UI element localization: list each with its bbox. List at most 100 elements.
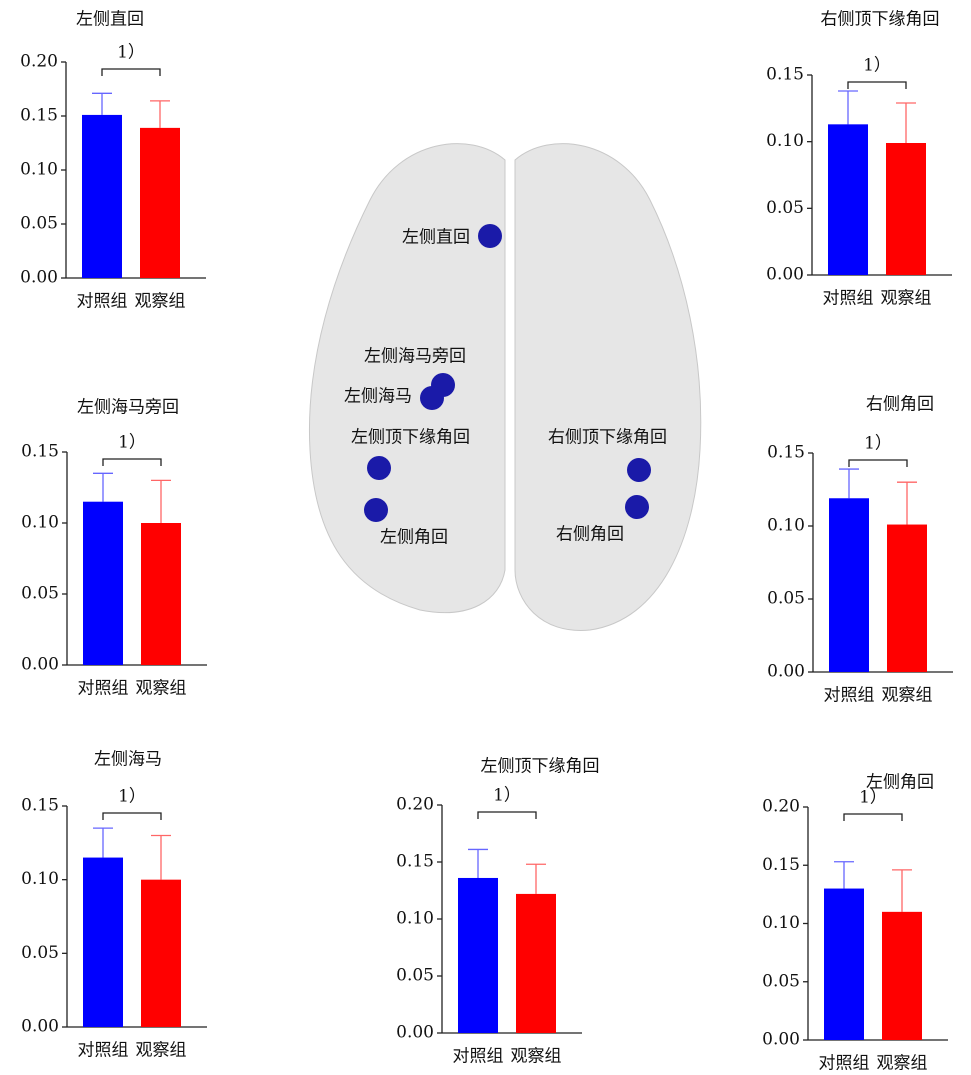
error-bar	[897, 482, 917, 524]
node	[625, 495, 649, 519]
error-bar	[526, 864, 546, 894]
chart-title: 左侧海马旁回	[77, 398, 179, 418]
x-tick-label: 对照组	[78, 679, 129, 699]
annotation: 1）	[863, 56, 891, 76]
x-tick-label: 观察组	[882, 686, 933, 706]
chart-title: 左侧直回	[76, 10, 144, 30]
bar	[516, 894, 556, 1033]
significance-bracket	[102, 69, 160, 76]
y-tick-label: 0.20	[20, 52, 58, 72]
chart-title: 左侧顶下缘角回	[481, 757, 600, 777]
x-tick-label: 观察组	[135, 292, 186, 312]
y-tick-label: 0.15	[767, 443, 805, 463]
node-label: 右侧角回	[556, 525, 624, 545]
annotation: 1）	[859, 788, 887, 808]
y-tick-label: 0.15	[762, 855, 800, 875]
bar	[828, 124, 868, 275]
y-tick-label: 0.10	[21, 513, 59, 533]
node-label: 左侧海马	[344, 387, 412, 407]
y-tick-label: 0.10	[766, 131, 804, 151]
y-tick-label: 0.20	[396, 795, 434, 815]
error-bar	[468, 849, 488, 878]
x-tick-label: 观察组	[881, 289, 932, 309]
y-tick-label: 0.05	[767, 589, 805, 609]
y-tick-label: 0.00	[21, 655, 59, 675]
x-tick-label: 对照组	[78, 1041, 129, 1061]
error-bar	[896, 103, 916, 143]
chart-title: 左侧海马	[94, 750, 162, 770]
significance-bracket	[103, 813, 161, 820]
node	[627, 458, 651, 482]
error-bar	[151, 480, 171, 523]
figure: 左侧直回 左侧海马旁回 左侧海马 左侧顶下缘角回 左侧角回 右侧顶下缘角回 右侧…	[0, 0, 971, 1075]
y-tick-label: 0.10	[20, 160, 58, 180]
error-bar	[93, 473, 113, 501]
x-tick-label: 对照组	[77, 292, 128, 312]
x-tick-label: 观察组	[877, 1054, 928, 1074]
y-tick-label: 0.15	[21, 796, 59, 816]
y-tick-label: 0.10	[396, 909, 434, 929]
y-tick-label: 0.00	[767, 662, 805, 682]
bar	[82, 115, 122, 278]
significance-bracket	[478, 812, 536, 819]
bar	[83, 858, 123, 1027]
significance-bracket	[849, 460, 907, 467]
y-tick-label: 0.05	[766, 198, 804, 218]
y-tick-label: 0.00	[21, 1017, 59, 1037]
x-tick-label: 观察组	[136, 679, 187, 699]
annotation: 1）	[118, 787, 146, 807]
node-label: 左侧直回	[402, 228, 470, 248]
bar	[829, 498, 869, 672]
bar	[887, 525, 927, 672]
y-tick-label: 0.15	[766, 65, 804, 85]
annotation: 1）	[117, 43, 145, 63]
bar	[824, 889, 864, 1040]
bar	[141, 523, 181, 665]
bar	[141, 880, 181, 1027]
error-bar	[151, 835, 171, 879]
y-tick-label: 0.15	[396, 852, 434, 872]
y-tick-label: 0.05	[20, 214, 58, 234]
node-label: 左侧角回	[380, 528, 448, 548]
node	[420, 386, 444, 410]
significance-bracket	[844, 814, 902, 821]
y-tick-label: 0.10	[762, 913, 800, 933]
node	[478, 224, 502, 248]
x-tick-label: 观察组	[511, 1047, 562, 1067]
bar	[83, 502, 123, 665]
y-tick-label: 0.00	[766, 265, 804, 285]
error-bar	[838, 91, 858, 124]
chart-title: 右侧顶下缘角回	[821, 10, 940, 30]
annotation: 1）	[864, 434, 892, 454]
brain: 左侧直回 左侧海马旁回 左侧海马 左侧顶下缘角回 左侧角回 右侧顶下缘角回 右侧…	[309, 144, 700, 631]
error-bar	[839, 469, 859, 498]
right-hemisphere	[515, 144, 701, 631]
y-tick-label: 0.10	[767, 516, 805, 536]
node	[367, 456, 391, 480]
x-tick-label: 对照组	[819, 1054, 870, 1074]
x-tick-label: 观察组	[136, 1041, 187, 1061]
significance-bracket	[848, 82, 906, 89]
x-tick-label: 对照组	[823, 289, 874, 309]
x-tick-label: 对照组	[453, 1047, 504, 1067]
significance-bracket	[103, 459, 161, 466]
y-tick-label: 0.05	[21, 943, 59, 963]
y-tick-label: 0.00	[20, 268, 58, 288]
error-bar	[150, 101, 170, 128]
error-bar	[92, 93, 112, 115]
bar	[458, 878, 498, 1033]
bar	[886, 143, 926, 275]
y-tick-label: 0.05	[396, 966, 434, 986]
error-bar	[892, 870, 912, 912]
error-bar	[93, 828, 113, 857]
x-tick-label: 对照组	[824, 686, 875, 706]
y-tick-label: 0.05	[762, 971, 800, 991]
y-tick-label: 0.15	[21, 442, 59, 462]
bar	[140, 128, 180, 278]
annotation: 1）	[493, 786, 521, 806]
node	[364, 498, 388, 522]
node-label: 右侧顶下缘角回	[548, 428, 667, 448]
error-bar	[834, 862, 854, 889]
bar	[882, 912, 922, 1040]
y-tick-label: 0.05	[21, 584, 59, 604]
